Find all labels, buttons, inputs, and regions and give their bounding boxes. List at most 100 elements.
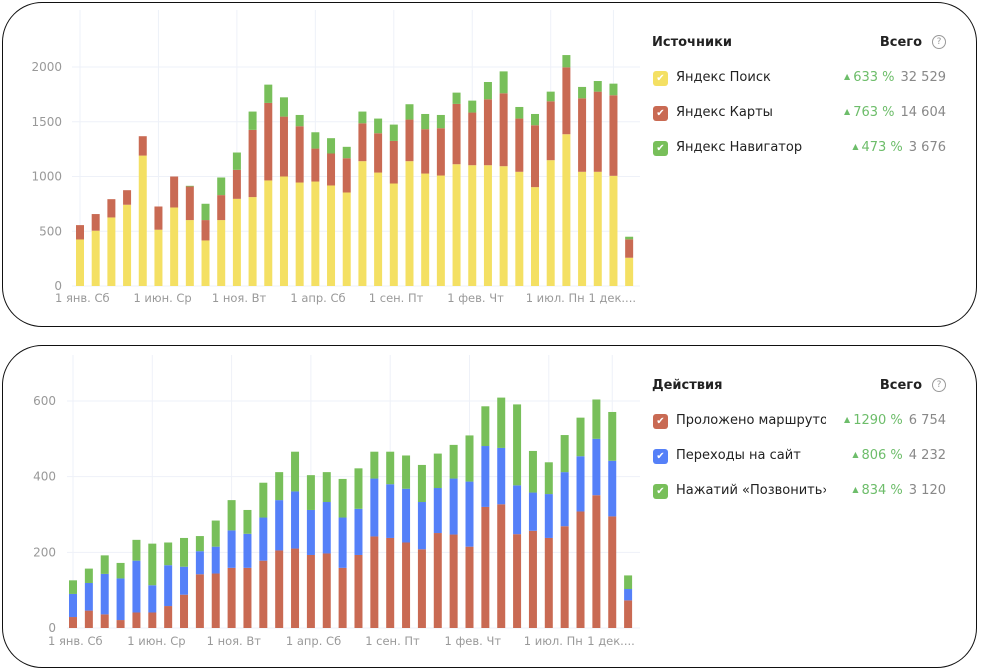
bar-segment bbox=[201, 220, 210, 241]
bar-segment bbox=[593, 81, 602, 92]
legend-item[interactable]: ✔ Яндекс Карты ▲ 763 % 14 604 bbox=[652, 104, 952, 139]
bar-segment bbox=[452, 164, 461, 286]
bar-segment bbox=[311, 181, 320, 286]
total-header: Всего bbox=[879, 35, 922, 50]
bar-segment bbox=[185, 220, 194, 286]
legend-item[interactable]: ✔ Яндекс Поиск ▲ 633 % 32 529 bbox=[652, 69, 952, 104]
bar-segment bbox=[311, 132, 320, 149]
bar-segment bbox=[531, 187, 540, 286]
checkbox-checked-icon[interactable]: ✔ bbox=[653, 141, 668, 156]
legend-title: Источники bbox=[652, 35, 732, 50]
bar-segment bbox=[123, 190, 132, 205]
bar-segment bbox=[342, 158, 351, 193]
bar-segment bbox=[91, 230, 100, 286]
checkbox-checked-icon[interactable]: ✔ bbox=[653, 414, 668, 429]
bar-segment bbox=[279, 116, 288, 177]
checkbox-checked-icon[interactable]: ✔ bbox=[653, 71, 668, 86]
bar-segment bbox=[452, 103, 461, 165]
checkbox-checked-icon[interactable]: ✔ bbox=[653, 106, 668, 121]
bar-segment bbox=[625, 239, 634, 258]
bar-segment bbox=[358, 123, 367, 162]
checkbox-checked-icon[interactable]: ✔ bbox=[653, 449, 668, 464]
bar-segment bbox=[531, 125, 540, 188]
bar-segment bbox=[468, 165, 477, 286]
bar-segment bbox=[279, 97, 288, 117]
bar-segment bbox=[483, 165, 492, 286]
legend-item[interactable]: ✔ Яндекс Навигатор ▲ 473 % 3 676 bbox=[652, 139, 952, 174]
legend-item[interactable]: ✔ Проложено маршрутов ▲ 1290 % 6 754 bbox=[652, 412, 952, 447]
series-label: Нажатий «Позвонить» bbox=[676, 483, 826, 498]
sources-legend: Источники Всего ? ✔ Яндекс Поиск ▲ 633 % 32 … bbox=[652, 35, 952, 174]
arrow-up-icon: ▲ bbox=[844, 72, 851, 81]
bar-segment bbox=[327, 185, 336, 286]
y-tick-label: 1000 bbox=[31, 170, 62, 184]
bar-segment bbox=[578, 171, 587, 286]
bar-segment bbox=[76, 239, 84, 286]
bar-segment bbox=[374, 133, 383, 173]
bar-segment bbox=[232, 169, 241, 199]
x-tick-label: 1 сен. Пт bbox=[369, 291, 424, 305]
bar-segment bbox=[217, 195, 226, 221]
bar-segment bbox=[107, 199, 116, 218]
bar-segment bbox=[185, 185, 194, 187]
bar-segment bbox=[531, 113, 540, 126]
bar-segment bbox=[389, 183, 398, 286]
actions-legend: Действия Всего ? ✔ Проложено маршрутов ▲ 12… bbox=[652, 378, 952, 517]
bar-segment bbox=[421, 173, 430, 286]
legend-item[interactable]: ✔ Переходы на сайт ▲ 806 % 4 232 bbox=[652, 447, 952, 482]
series-stats: ▲ 763 % 14 604 bbox=[844, 105, 946, 120]
bar-segment bbox=[468, 112, 477, 166]
total-header: Всего bbox=[879, 378, 922, 393]
bar-segment bbox=[248, 197, 257, 286]
bar-segment bbox=[436, 114, 445, 129]
arrow-up-icon: ▲ bbox=[852, 142, 859, 151]
bar-segment bbox=[578, 98, 587, 172]
series-label: Яндекс Навигатор bbox=[676, 140, 803, 155]
legend-title: Действия bbox=[652, 378, 723, 393]
bar-segment bbox=[327, 153, 336, 186]
bar-segment bbox=[201, 203, 210, 221]
bar-segment bbox=[389, 124, 398, 141]
bar-segment bbox=[107, 217, 116, 286]
bar-segment bbox=[593, 91, 602, 172]
y-tick-label: 1500 bbox=[31, 115, 62, 129]
x-tick-label: 1 апр. Сб bbox=[290, 291, 345, 305]
bar-segment bbox=[609, 175, 618, 286]
bar-segment bbox=[185, 186, 194, 221]
legend-item[interactable]: ✔ Нажатий «Позвонить» ▲ 834 % 3 120 bbox=[652, 482, 952, 517]
bar-segment bbox=[264, 180, 273, 286]
bar-segment bbox=[562, 55, 571, 68]
bar-segment bbox=[170, 207, 179, 286]
arrow-up-icon: ▲ bbox=[852, 450, 859, 459]
bar-segment bbox=[625, 257, 634, 286]
bar-segment bbox=[405, 119, 414, 162]
bar-segment bbox=[389, 140, 398, 184]
bar-segment bbox=[248, 111, 257, 130]
bar-segment bbox=[232, 198, 241, 286]
x-tick-label: 1 дек.... bbox=[588, 291, 636, 305]
arrow-up-icon: ▲ bbox=[852, 485, 859, 494]
bar-segment bbox=[217, 177, 226, 196]
question-circle-icon[interactable]: ? bbox=[932, 35, 946, 49]
bar-segment bbox=[374, 172, 383, 286]
series-total: 32 529 bbox=[900, 70, 947, 85]
series-stats: ▲ 806 % 4 232 bbox=[852, 448, 946, 463]
bar-segment bbox=[123, 204, 132, 286]
bar-segment bbox=[436, 128, 445, 176]
series-delta: 473 % bbox=[861, 140, 903, 155]
bar-segment bbox=[405, 104, 414, 120]
bar-segment bbox=[295, 126, 304, 183]
bar-segment bbox=[248, 129, 257, 198]
question-circle-icon[interactable]: ? bbox=[932, 378, 946, 392]
bar-segment bbox=[546, 101, 555, 161]
y-tick-label: 2000 bbox=[31, 60, 62, 74]
bar-segment bbox=[562, 134, 571, 286]
checkbox-checked-icon[interactable]: ✔ bbox=[653, 484, 668, 499]
bar-segment bbox=[311, 148, 320, 182]
series-label: Проложено маршрутов bbox=[676, 413, 826, 428]
bar-segment bbox=[421, 113, 430, 130]
bar-segment bbox=[452, 92, 461, 104]
series-delta: 633 % bbox=[853, 70, 895, 85]
series-label: Яндекс Карты bbox=[676, 105, 773, 120]
